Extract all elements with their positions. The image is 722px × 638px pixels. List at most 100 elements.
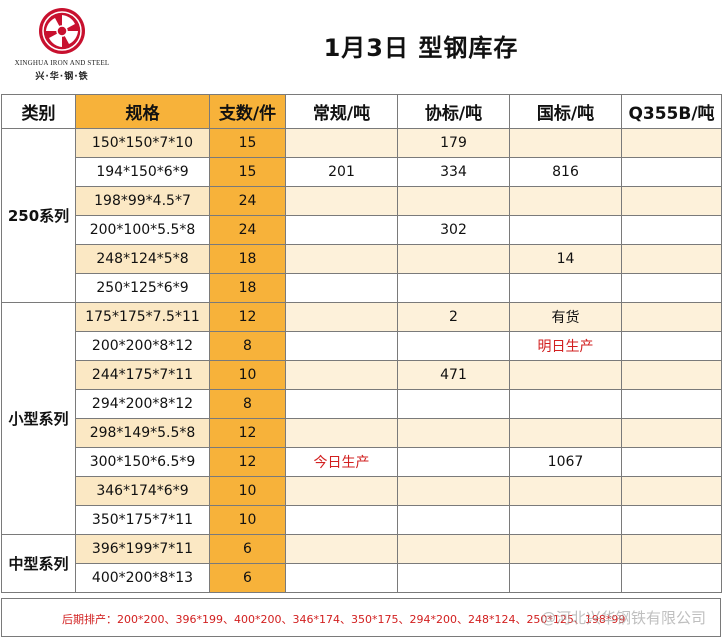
q355b-cell bbox=[621, 215, 722, 245]
national-cell bbox=[509, 215, 622, 245]
regular-cell bbox=[285, 563, 398, 593]
table-header-row: 类别 规格 支数/件 常规/吨 协标/吨 国标/吨 Q355B/吨 bbox=[1, 94, 722, 129]
assoc-cell bbox=[397, 186, 510, 216]
national-cell: 有货 bbox=[509, 302, 622, 332]
assoc-cell bbox=[397, 505, 510, 535]
assoc-cell bbox=[397, 534, 510, 564]
qty-cell: 8 bbox=[209, 389, 286, 419]
q355b-cell bbox=[621, 418, 722, 448]
assoc-cell bbox=[397, 244, 510, 274]
national-cell bbox=[509, 128, 622, 158]
qty-cell: 15 bbox=[209, 157, 286, 187]
q355b-cell bbox=[621, 476, 722, 506]
table-row: 198*99*4.5*7 24 bbox=[2, 186, 722, 216]
header-qty: 支数/件 bbox=[209, 94, 286, 129]
regular-cell bbox=[285, 418, 398, 448]
footer: 后期排产：200*200、396*199、400*200、346*174、350… bbox=[1, 598, 721, 637]
header-category: 类别 bbox=[1, 94, 76, 129]
national-cell bbox=[509, 360, 622, 390]
assoc-cell bbox=[397, 476, 510, 506]
assoc-cell bbox=[397, 447, 510, 477]
national-cell bbox=[509, 389, 622, 419]
table-row: 346*174*6*9 10 bbox=[2, 476, 722, 506]
spec-cell: 194*150*6*9 bbox=[75, 157, 210, 187]
qty-cell: 8 bbox=[209, 331, 286, 361]
header-regular: 常规/吨 bbox=[285, 94, 398, 129]
qty-cell: 10 bbox=[209, 476, 286, 506]
regular-cell bbox=[285, 215, 398, 245]
header-q355b: Q355B/吨 bbox=[621, 94, 722, 129]
inventory-table: 类别 规格 支数/件 常规/吨 协标/吨 国标/吨 Q355B/吨 250系列 150*150… bbox=[1, 94, 722, 593]
national-cell bbox=[509, 476, 622, 506]
table-row: 200*200*8*12 8 明日生产 bbox=[2, 331, 722, 361]
spec-cell: 396*199*7*11 bbox=[75, 534, 210, 564]
q355b-cell bbox=[621, 128, 722, 158]
national-cell bbox=[509, 534, 622, 564]
q355b-cell bbox=[621, 505, 722, 535]
assoc-cell bbox=[397, 331, 510, 361]
qty-cell: 24 bbox=[209, 186, 286, 216]
q355b-cell bbox=[621, 186, 722, 216]
spec-cell: 346*174*6*9 bbox=[75, 476, 210, 506]
logo-name-en: XINGHUA IRON AND STEEL bbox=[14, 59, 110, 67]
header: XINGHUA IRON AND STEEL 兴·华·钢·铁 1月3日 型钢库存 bbox=[0, 0, 722, 94]
national-cell: 14 bbox=[509, 244, 622, 274]
spec-cell: 198*99*4.5*7 bbox=[75, 186, 210, 216]
regular-cell bbox=[285, 186, 398, 216]
q355b-cell bbox=[621, 360, 722, 390]
assoc-cell bbox=[397, 418, 510, 448]
category-cell: 小型系列 bbox=[1, 302, 76, 535]
national-cell: 816 bbox=[509, 157, 622, 187]
spec-cell: 300*150*6.5*9 bbox=[75, 447, 210, 477]
spec-cell: 200*100*5.5*8 bbox=[75, 215, 210, 245]
production-schedule: 后期排产：200*200、396*199、400*200、346*174、350… bbox=[62, 613, 626, 626]
spec-cell: 294*200*8*12 bbox=[75, 389, 210, 419]
regular-cell bbox=[285, 534, 398, 564]
spec-cell: 175*175*7.5*11 bbox=[75, 302, 210, 332]
assoc-cell bbox=[397, 273, 510, 303]
spec-cell: 350*175*7*11 bbox=[75, 505, 210, 535]
assoc-cell bbox=[397, 563, 510, 593]
page-title: 1月3日 型钢库存 bbox=[323, 34, 519, 62]
qty-cell: 6 bbox=[209, 563, 286, 593]
national-cell: 明日生产 bbox=[509, 331, 622, 361]
company-logo-icon bbox=[39, 8, 85, 54]
watermark: @河北兴华钢铁有限公司 bbox=[540, 609, 706, 627]
regular-cell bbox=[285, 302, 398, 332]
table-row: 250系列 150*150*7*10 15 179 bbox=[1, 128, 722, 303]
q355b-cell bbox=[621, 389, 722, 419]
table-row: 300*150*6.5*9 12 今日生产 1067 bbox=[2, 447, 722, 477]
q355b-cell bbox=[621, 534, 722, 564]
qty-cell: 15 bbox=[209, 128, 286, 158]
company-logo: XINGHUA IRON AND STEEL 兴·华·钢·铁 bbox=[6, 6, 118, 90]
table-row: 小型系列 175*175*7.5*11 12 2 有货 bbox=[1, 302, 722, 535]
assoc-cell: 471 bbox=[397, 360, 510, 390]
table-row: 350*175*7*11 10 bbox=[2, 505, 722, 535]
regular-cell bbox=[285, 128, 398, 158]
q355b-cell bbox=[621, 157, 722, 187]
qty-cell: 12 bbox=[209, 418, 286, 448]
national-cell bbox=[509, 273, 622, 303]
regular-cell bbox=[285, 389, 398, 419]
national-cell bbox=[509, 186, 622, 216]
q355b-cell bbox=[621, 447, 722, 477]
table-row: 298*149*5.5*8 12 bbox=[2, 418, 722, 448]
category-cell: 250系列 bbox=[1, 128, 76, 303]
table-row: 400*200*8*13 6 bbox=[2, 563, 722, 593]
logo-name-cn: 兴·华·钢·铁 bbox=[35, 72, 89, 82]
national-cell bbox=[509, 418, 622, 448]
q355b-cell bbox=[621, 244, 722, 274]
regular-cell bbox=[285, 360, 398, 390]
spec-cell: 250*125*6*9 bbox=[75, 273, 210, 303]
qty-cell: 18 bbox=[209, 244, 286, 274]
national-cell: 1067 bbox=[509, 447, 622, 477]
table-body: 250系列 150*150*7*10 15 179 194*150*6*9 15 201 33… bbox=[1, 128, 722, 593]
category-cell: 中型系列 bbox=[1, 534, 76, 593]
regular-cell bbox=[285, 244, 398, 274]
spec-cell: 244*175*7*11 bbox=[75, 360, 210, 390]
qty-cell: 10 bbox=[209, 505, 286, 535]
table-row: 294*200*8*12 8 bbox=[2, 389, 722, 419]
q355b-cell bbox=[621, 563, 722, 593]
national-cell bbox=[509, 563, 622, 593]
